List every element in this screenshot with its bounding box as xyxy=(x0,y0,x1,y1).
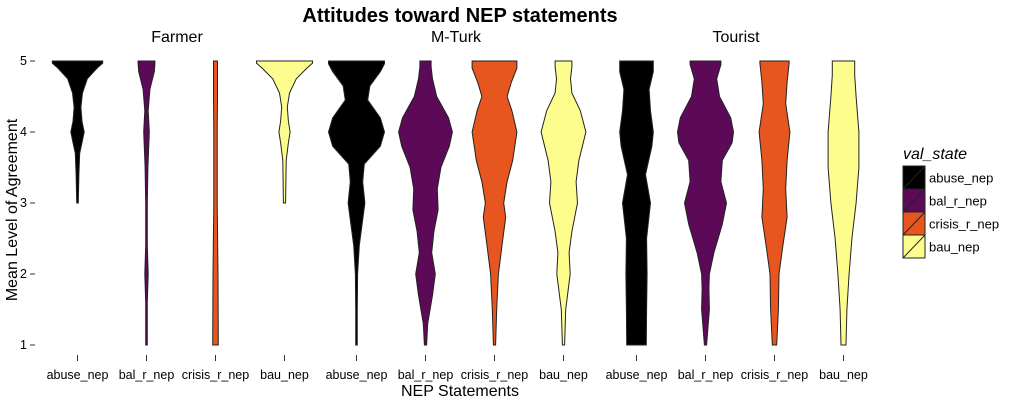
legend-swatch-diagonal xyxy=(902,165,926,190)
violin-tourist-crisis-r-nep xyxy=(758,60,791,346)
legend-swatch-diagonal xyxy=(902,234,926,259)
violin-farmer-bal-r-nep xyxy=(137,60,156,346)
legend-label-bau-nep: bau_nep xyxy=(929,240,980,255)
violin-farmer-crisis-r-nep xyxy=(212,60,219,346)
legend-item-bal-r-nep: bal_r_nep xyxy=(902,188,987,213)
x-tick-label-tourist-bal-r-nep: bal_r_nep xyxy=(678,368,734,382)
x-tick-label-tourist-bau-nep: bau_nep xyxy=(819,368,868,382)
x-tick-label-m-turk-bal-r-nep: bal_r_nep xyxy=(398,368,454,382)
legend-item-bau-nep: bau_nep xyxy=(902,234,980,259)
violin-tourist-abuse-nep xyxy=(619,60,654,346)
x-tick-label-farmer-bau-nep: bau_nep xyxy=(260,368,309,382)
x-tick-label-farmer-crisis-r-nep: crisis_r_nep xyxy=(182,368,249,382)
y-tick-label-5: 5 xyxy=(20,54,27,68)
legend-label-abuse-nep: abuse_nep xyxy=(929,171,993,186)
violin-farmer-abuse-nep xyxy=(51,60,104,204)
x-tick-label-m-turk-bau-nep: bau_nep xyxy=(539,368,588,382)
legend-swatch-diagonal xyxy=(902,188,926,213)
x-tick-label-tourist-crisis-r-nep: crisis_r_nep xyxy=(741,368,808,382)
legend-item-crisis-r-nep: crisis_r_nep xyxy=(902,211,999,236)
y-tick-label-4: 4 xyxy=(20,125,27,139)
y-tick-label-3: 3 xyxy=(20,196,27,210)
x-tick-label-farmer-abuse-nep: abuse_nep xyxy=(47,368,109,382)
y-tick-label-2: 2 xyxy=(20,267,27,281)
legend-item-abuse-nep: abuse_nep xyxy=(902,165,993,190)
violin-tourist-bal-r-nep xyxy=(676,60,735,346)
legend-title: val_state xyxy=(903,146,967,163)
chart-title: Attitudes toward NEP statements xyxy=(302,5,617,27)
violin-farmer-bau-nep xyxy=(256,60,313,204)
plot-area: 1 2 3 4 5 Farmer abuse_nep bal_r_nep crisis_r_ne… xyxy=(20,29,868,382)
x-axis-title: NEP Statements xyxy=(401,383,519,400)
legend-label-crisis-r-nep: crisis_r_nep xyxy=(929,217,999,232)
violin-tourist-bau-nep xyxy=(827,60,860,346)
legend: val_state abuse_nep bal_r_nep crisis_r_nep… xyxy=(902,146,999,259)
x-tick-label-farmer-bal-r-nep: bal_r_nep xyxy=(119,368,175,382)
violin-m-turk-bau-nep xyxy=(540,60,587,346)
x-tick-label-m-turk-crisis-r-nep: crisis_r_nep xyxy=(461,368,528,382)
x-tick-label-m-turk-abuse-nep: abuse_nep xyxy=(326,368,388,382)
legend-swatch-diagonal xyxy=(902,211,926,236)
y-axis-title: Mean Level of Agreement xyxy=(4,118,21,301)
facet-label-m-turk: M-Turk xyxy=(431,29,482,46)
violin-m-turk-bal-r-nep xyxy=(398,60,453,346)
y-tick-label-1: 1 xyxy=(20,338,27,352)
legend-label-bal-r-nep: bal_r_nep xyxy=(929,194,987,209)
violin-m-turk-abuse-nep xyxy=(327,60,386,346)
x-tick-label-tourist-abuse-nep: abuse_nep xyxy=(606,368,668,382)
violin-m-turk-crisis-r-nep xyxy=(471,60,518,346)
facet-label-tourist: Tourist xyxy=(712,29,760,46)
facet-label-farmer: Farmer xyxy=(151,29,203,46)
